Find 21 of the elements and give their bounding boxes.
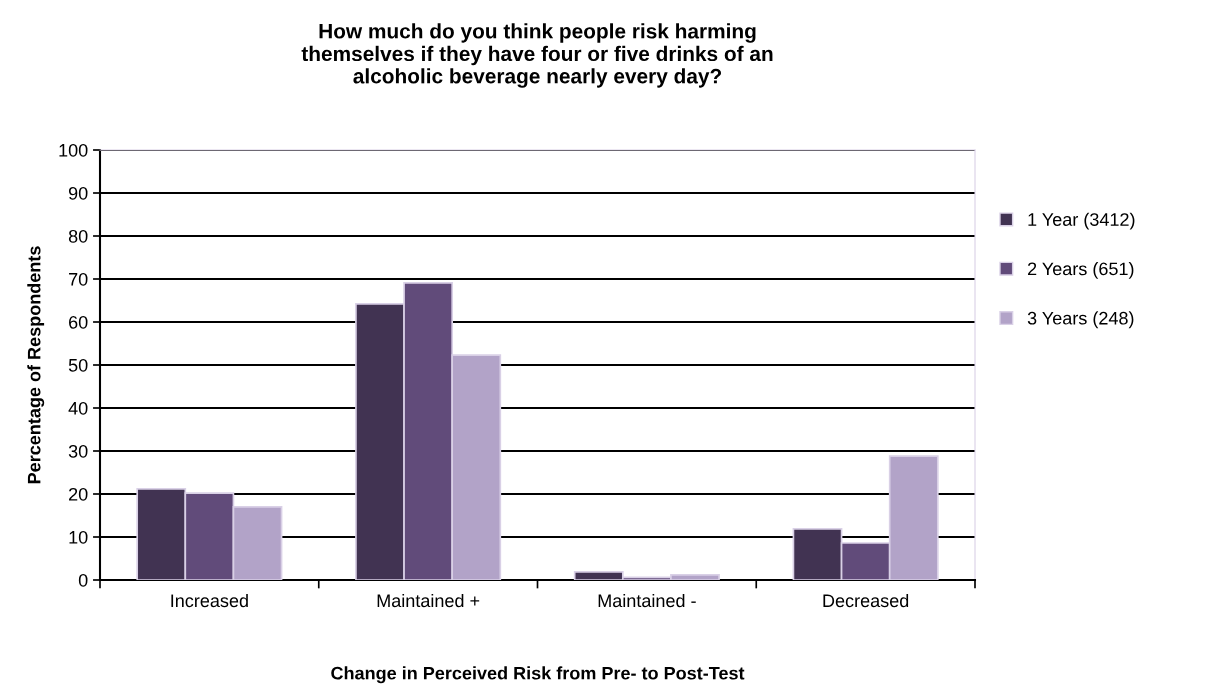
y-tick-label: 70 bbox=[69, 272, 88, 286]
y-tick-label: 100 bbox=[59, 143, 88, 157]
y-tick-label: 20 bbox=[69, 487, 88, 501]
legend-label: 3 Years (248) bbox=[1027, 311, 1134, 329]
y-tick-label: 0 bbox=[78, 573, 88, 587]
x-tick-label: Maintained - bbox=[598, 593, 696, 608]
y-tick-label: 50 bbox=[68, 358, 88, 372]
legend-label: 1 Year (3412) bbox=[1028, 212, 1135, 230]
x-tick-label: Increased bbox=[171, 593, 248, 608]
y-axis-title: Percentage of Respondents bbox=[27, 246, 45, 484]
legend-label: 2 Years (651) bbox=[1027, 261, 1134, 279]
chart-title: How much do you think people risk harming themselves if they have four or five drinks of an alcoholic beverage nearly every day? bbox=[301, 23, 773, 88]
y-tick-label: 40 bbox=[68, 401, 88, 415]
y-tick-label: 30 bbox=[68, 444, 88, 458]
x-axis-title: Change in Perceived Risk from Pre- to Post-Test bbox=[331, 666, 745, 684]
x-tick-label: Maintained + bbox=[377, 593, 480, 608]
y-tick-label: 80 bbox=[68, 229, 88, 243]
y-tick-label: 10 bbox=[69, 530, 88, 544]
x-tick-label: Decreased bbox=[823, 593, 909, 608]
y-tick-label: 90 bbox=[68, 186, 88, 200]
y-tick-label: 60 bbox=[69, 315, 88, 329]
